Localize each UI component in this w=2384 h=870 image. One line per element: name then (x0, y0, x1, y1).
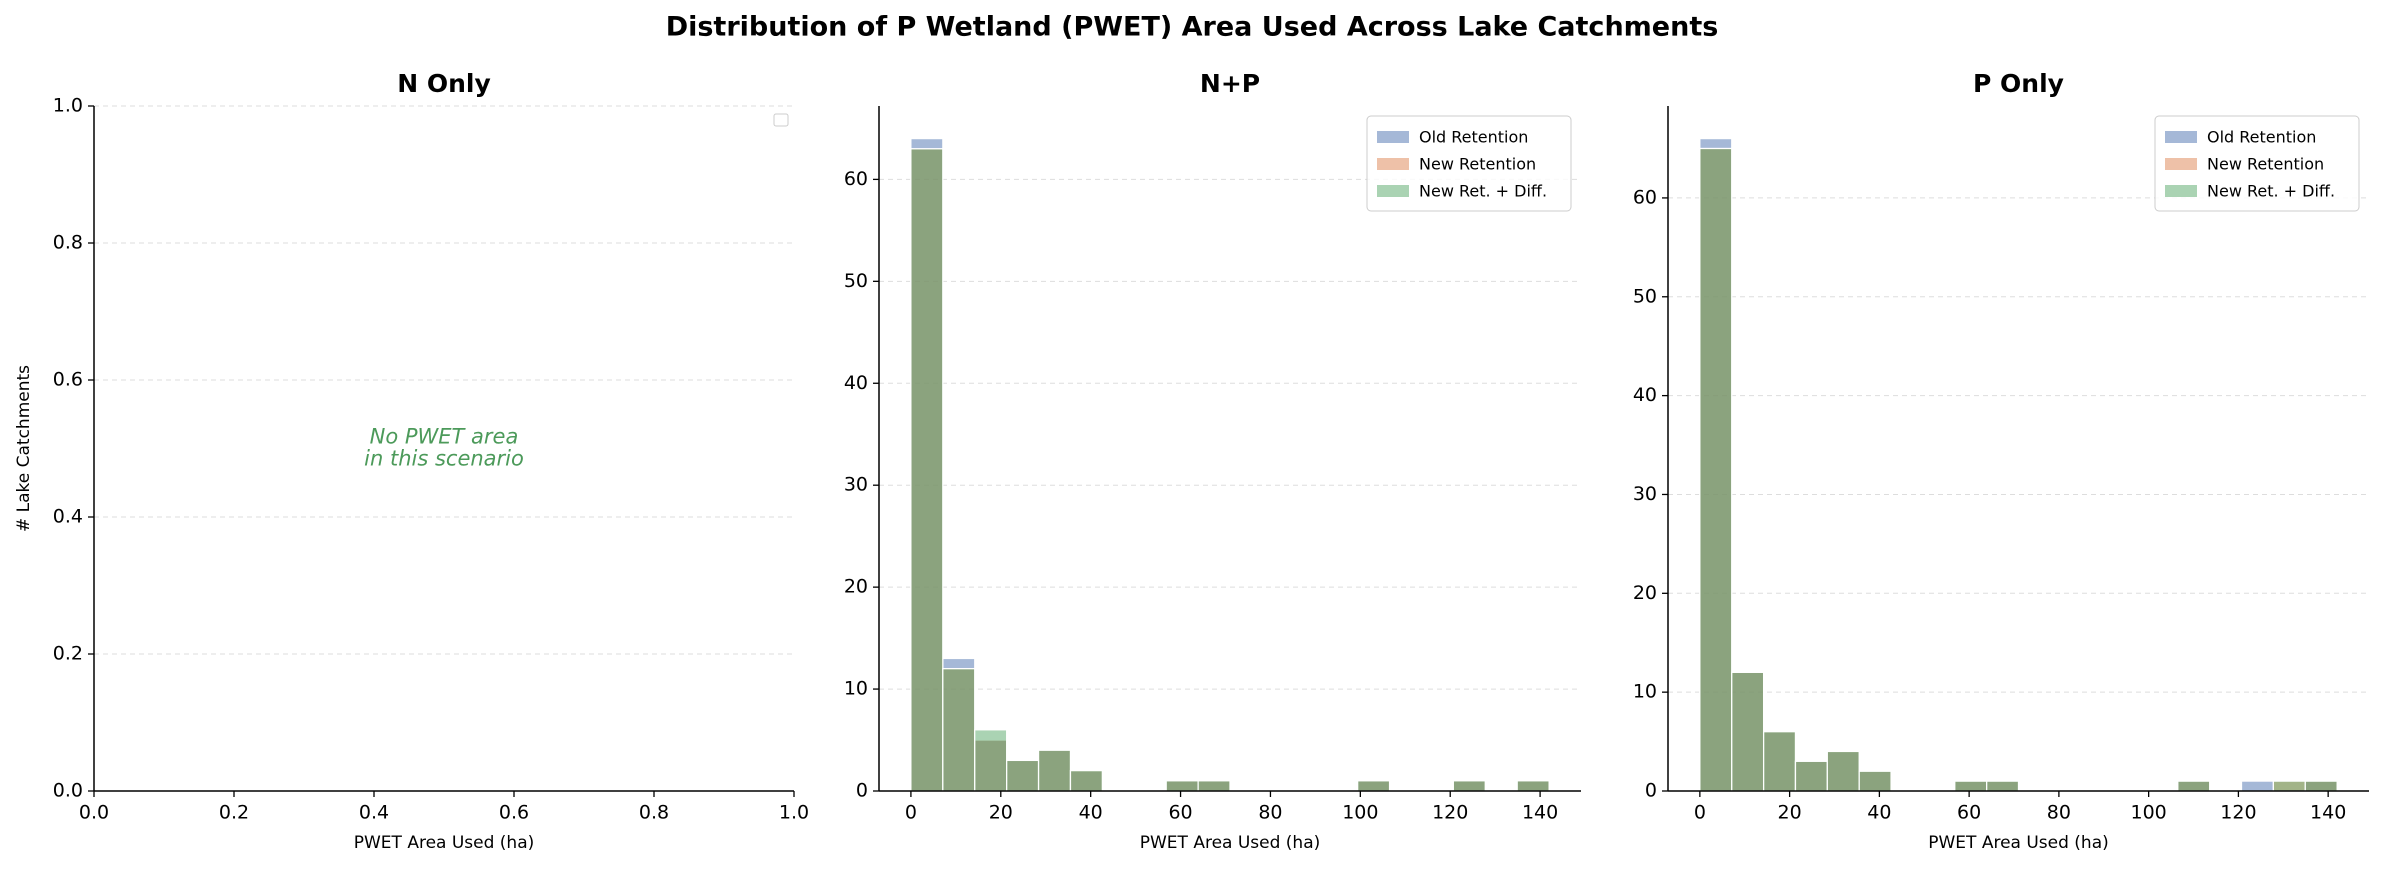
y-tick-label: 50 (1633, 285, 1657, 307)
bar (1762, 731, 1797, 792)
x-tick-label: 80 (2047, 802, 2071, 824)
x-axis-label: PWET Area Used (ha) (1928, 833, 2109, 853)
x-tick-label: 0 (905, 802, 917, 824)
bar (1165, 780, 1199, 792)
bar (1986, 780, 2020, 792)
x-tick-label: 140 (1522, 802, 1558, 824)
bar (1731, 671, 1765, 792)
bar (1037, 749, 1072, 792)
bar (1357, 780, 1391, 792)
bar (974, 729, 1008, 792)
x-tick-label: 20 (989, 802, 1013, 824)
y-tick-label: 0.8 (53, 232, 83, 254)
bar (1516, 780, 1550, 792)
x-tick-label: 60 (1168, 802, 1192, 824)
y-tick-label: 40 (844, 372, 868, 394)
legend-swatch (2165, 185, 2197, 197)
x-tick-label: 0.0 (79, 802, 109, 824)
y-tick-label: 60 (844, 168, 868, 190)
x-tick-label: 140 (2310, 802, 2346, 824)
y-tick-label: 40 (1633, 384, 1657, 406)
x-tick-label: 80 (1258, 802, 1282, 824)
y-tick-label: 20 (1633, 582, 1657, 604)
y-tick-label: 0.0 (53, 780, 83, 802)
y-tick-label: 0.6 (53, 369, 83, 391)
x-tick-label: 40 (1079, 802, 1103, 824)
x-axis-label: PWET Area Used (ha) (1140, 833, 1321, 853)
x-tick-label: 0 (1694, 802, 1706, 824)
legend-swatch (1377, 158, 1409, 170)
legend-swatch (2165, 158, 2197, 170)
bar (1452, 780, 1486, 792)
y-tick-label: 0.2 (53, 643, 83, 665)
x-tick-label: 0.4 (359, 802, 389, 824)
bar (2304, 780, 2338, 792)
y-tick-label: 10 (844, 678, 868, 700)
legend-swatch (1377, 185, 1409, 197)
y-tick-label: 0 (1645, 780, 1657, 802)
legend-label: New Ret. + Diff. (2207, 182, 2335, 201)
bar (1006, 759, 1040, 792)
bar (1069, 770, 1103, 792)
y-tick-label: 50 (844, 270, 868, 292)
x-tick-label: 0.6 (499, 802, 529, 824)
y-tick-label: 10 (1633, 681, 1657, 703)
bar (1858, 770, 1892, 792)
bar (2240, 780, 2275, 792)
bar (1197, 780, 1231, 792)
x-tick-label: 40 (1867, 802, 1891, 824)
legend-box (1366, 115, 1572, 212)
subplot-title: P Only (1973, 69, 2064, 98)
x-tick-label: 120 (2220, 802, 2256, 824)
subplot: 0 10 20 30 40 50 60 0 20 40 60 80 100 120 140 N+P PWET A… (844, 69, 1581, 853)
y-tick-label: 1.0 (53, 95, 83, 117)
bar (942, 668, 976, 792)
x-tick-label: 120 (1432, 802, 1468, 824)
y-tick-label: 20 (844, 576, 868, 598)
legend-label: New Retention (1419, 155, 1536, 174)
y-tick-label: 60 (1633, 186, 1657, 208)
bar (1954, 780, 1988, 792)
legend-swatch (2165, 131, 2197, 143)
legend-label: Old Retention (2207, 128, 2316, 147)
subplot: 0 10 20 30 40 50 60 0 20 40 60 80 100 120 140 P Only PWE… (1633, 69, 2369, 853)
legend-box (2154, 115, 2360, 212)
bar (1794, 760, 1828, 792)
subplot-title: N+P (1200, 69, 1260, 98)
bar (1699, 147, 1733, 792)
legend-label: New Retention (2207, 155, 2324, 174)
legend-swatch (1377, 131, 1409, 143)
annotation: in this scenario (364, 447, 524, 471)
bar (2177, 780, 2211, 792)
y-tick-label: 30 (844, 474, 868, 496)
x-tick-label: 100 (1342, 802, 1378, 824)
x-tick-label: 0.2 (219, 802, 249, 824)
y-tick-label: 0.4 (53, 506, 83, 528)
x-tick-label: 100 (2131, 802, 2167, 824)
x-tick-label: 20 (1778, 802, 1802, 824)
annotation: No PWET area (370, 425, 519, 449)
subplot-title: N Only (397, 69, 491, 98)
x-tick-label: 60 (1957, 802, 1981, 824)
legend-label: Old Retention (1419, 128, 1528, 147)
x-tick-label: 0.8 (639, 802, 669, 824)
x-axis-label: PWET Area Used (ha) (354, 833, 535, 853)
x-tick-label: 1.0 (779, 802, 809, 824)
legend-box (773, 113, 789, 127)
y-tick-label: 0 (856, 780, 868, 802)
bar (2272, 780, 2306, 792)
figure-title: Distribution of P Wetland (PWET) Area Us… (666, 12, 1719, 43)
y-axis-label: # Lake Catchments (14, 365, 34, 532)
y-tick-label: 30 (1633, 483, 1657, 505)
bar (910, 148, 944, 792)
bar (1826, 750, 1860, 792)
subplot: 0.0 0.2 0.4 0.6 0.8 1.0 0.0 0.2 0.4 0.6 0.8 1.0 N On… (14, 69, 809, 853)
legend-label: New Ret. + Diff. (1419, 182, 1547, 201)
